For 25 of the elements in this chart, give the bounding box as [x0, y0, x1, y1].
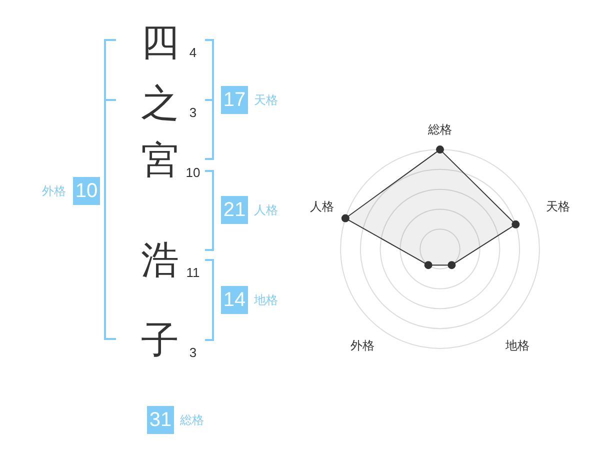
category-label: 浩 [140, 238, 180, 282]
data-label: 17 [221, 86, 248, 114]
spoke-label: 総格 [427, 122, 452, 136]
data-label: 3 [188, 345, 198, 360]
data-label: 21 [221, 196, 248, 224]
category-label: 宮 [140, 138, 180, 182]
data-label: 10 [184, 165, 202, 180]
data-label: 3 [188, 105, 198, 120]
data-label: 14 [221, 286, 248, 314]
category-label: 外格 [42, 184, 66, 198]
category-label: 地格 [254, 293, 278, 307]
category-label: 四 [140, 20, 180, 64]
data-label: 11 [185, 265, 201, 280]
data-label: 10 [73, 177, 100, 205]
spoke-label: 天格 [546, 199, 570, 214]
spoke-label: 外格 [350, 338, 374, 352]
category-label: 子 [140, 318, 180, 362]
category-label: 天格 [254, 93, 278, 107]
data-label: 31 [147, 406, 174, 434]
category-label: 総格 [180, 413, 204, 427]
spoke-label: 地格 [504, 338, 530, 352]
category-label: 之 [140, 81, 180, 125]
category-label: 人格 [254, 203, 278, 217]
data-label: 4 [188, 45, 198, 60]
spoke-label: 人格 [310, 199, 334, 214]
